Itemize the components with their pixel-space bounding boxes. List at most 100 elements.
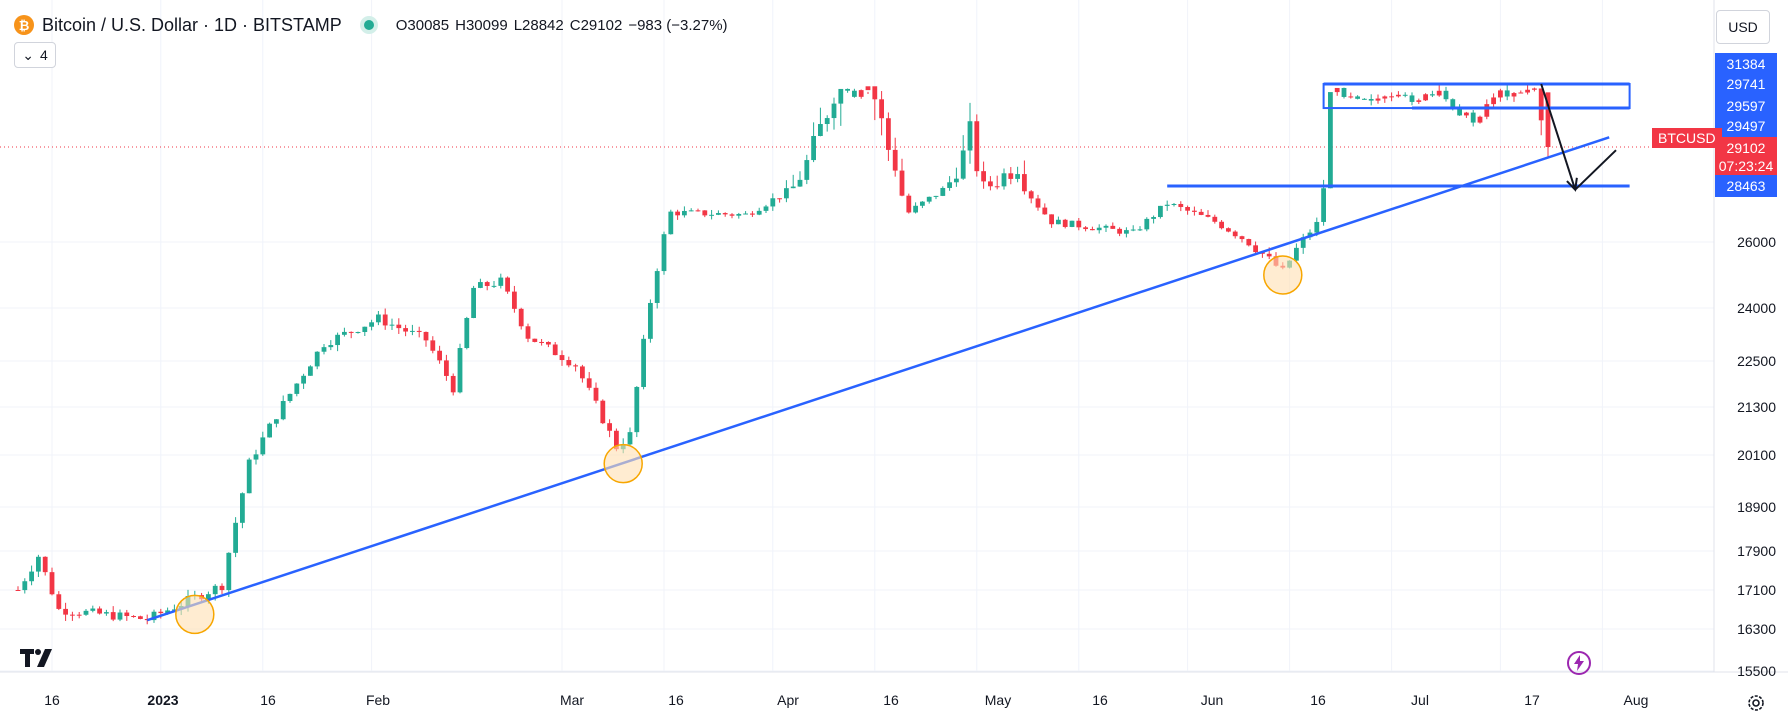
candle-up — [1158, 205, 1163, 218]
candle-down — [1239, 236, 1245, 240]
candle-down — [994, 186, 1000, 188]
candle-down — [518, 308, 524, 327]
currency-button[interactable]: USD — [1716, 10, 1770, 44]
candle-up — [206, 594, 211, 600]
candle-down — [131, 616, 136, 618]
highlight-circle[interactable] — [1263, 255, 1303, 295]
candle-up — [301, 375, 306, 384]
candle-down — [1436, 90, 1442, 96]
candle-down — [1083, 227, 1088, 230]
time-tick-label: Jul — [1411, 692, 1429, 708]
projection-arrow[interactable] — [1574, 149, 1617, 191]
time-tick-label: Apr — [777, 692, 799, 708]
candle-down — [1219, 221, 1224, 229]
candle-up — [1430, 94, 1435, 96]
candle-up — [1341, 87, 1347, 97]
candle-up — [328, 345, 334, 348]
candle-up — [1164, 204, 1170, 206]
candle-up — [1056, 219, 1061, 225]
candle-up — [1294, 247, 1299, 261]
symbol-title[interactable]: Bitcoin / U.S. Dollar · 1D · BITSTAMP — [42, 14, 342, 35]
time-tick-label: Mar — [559, 692, 585, 708]
time-tick-label: 16 — [1310, 692, 1326, 708]
highlight-circle[interactable] — [603, 443, 643, 484]
candle-up — [1151, 217, 1156, 219]
tradingview-logo-icon[interactable] — [18, 646, 58, 670]
candle-up — [756, 210, 762, 215]
candle-up — [1457, 109, 1462, 116]
candle-down — [512, 291, 517, 309]
candle-down — [539, 341, 544, 343]
candle-down — [1498, 90, 1503, 98]
candle-up — [926, 196, 932, 202]
chevron-down-icon: ⌄ — [22, 46, 34, 63]
candle-down — [1192, 210, 1197, 212]
candle-down — [777, 198, 782, 200]
price-axis[interactable]: 26000 24000 22500 21300 20100 18900 1790… — [1714, 0, 1788, 679]
lightning-bolt-icon[interactable] — [1566, 650, 1592, 676]
candle-up — [342, 331, 347, 335]
time-tick-label: Jun — [1200, 692, 1224, 708]
candle-up — [641, 338, 646, 387]
candle-up — [682, 210, 687, 216]
candle-down — [614, 430, 619, 450]
candle-down — [546, 341, 551, 345]
candle-up — [811, 135, 816, 161]
candle-down — [600, 400, 606, 424]
drawing-tools[interactable] — [146, 82, 1631, 635]
candle-down — [219, 585, 225, 591]
candle-up — [688, 210, 694, 212]
candle-up — [267, 423, 272, 438]
candle-down — [1518, 92, 1524, 94]
open-label: O — [395, 16, 408, 34]
candle-up — [784, 188, 789, 199]
candle-up — [287, 393, 293, 402]
indicator-count: 4 — [39, 47, 48, 63]
candle-down — [580, 366, 585, 379]
candle-up — [947, 182, 952, 188]
candle-down — [1511, 93, 1517, 97]
gear-icon[interactable] — [1746, 693, 1766, 713]
highlight-circle[interactable] — [175, 594, 215, 635]
time-tick-label: 16 — [883, 692, 899, 708]
candle-up — [83, 610, 89, 615]
candle-up — [36, 556, 41, 572]
candle-up — [661, 234, 667, 272]
candle-up — [1409, 95, 1415, 102]
candle-up — [226, 552, 232, 591]
projection-arrow[interactable] — [1540, 83, 1577, 191]
time-axis[interactable]: 16 2023 16 Feb Mar 16 Apr 16 May 16 Jun … — [0, 686, 1714, 720]
ohlc-values: O30085 H30099 L28842 C29102 −983 (−3.27%… — [396, 17, 728, 34]
candle-up — [233, 522, 238, 553]
candle-down — [1232, 231, 1238, 237]
candle-down — [1375, 98, 1381, 101]
candle-up — [240, 493, 245, 523]
indicators-toggle-button[interactable]: ⌄ 4 — [14, 42, 56, 68]
candle-up — [954, 178, 959, 183]
symbol-price-label: BTCUSD — [1652, 128, 1722, 148]
candle-up — [1355, 96, 1360, 99]
candle-up — [920, 201, 925, 206]
candle-down — [1423, 94, 1428, 101]
candle-up — [314, 351, 320, 367]
candle-down — [722, 213, 728, 215]
candle-down — [1266, 253, 1272, 257]
candle-down — [49, 572, 55, 595]
candle-up — [376, 314, 381, 323]
market-status-icon[interactable] — [363, 20, 374, 30]
range-box[interactable] — [1322, 83, 1631, 110]
bar-countdown: 07:23:24 — [1718, 158, 1774, 174]
candle-up — [369, 322, 374, 327]
bitcoin-coin-icon: ₿ — [14, 15, 34, 35]
candle-down — [158, 611, 164, 614]
candle-up — [627, 432, 633, 445]
candle-up — [852, 90, 857, 97]
candle-up — [1096, 227, 1102, 231]
candle-up — [362, 326, 368, 333]
candle-up — [933, 195, 939, 197]
trendline[interactable] — [146, 136, 1610, 622]
time-tick-label: 16 — [260, 692, 276, 708]
high-value: 30099 — [465, 16, 508, 34]
candle-up — [1171, 203, 1177, 205]
